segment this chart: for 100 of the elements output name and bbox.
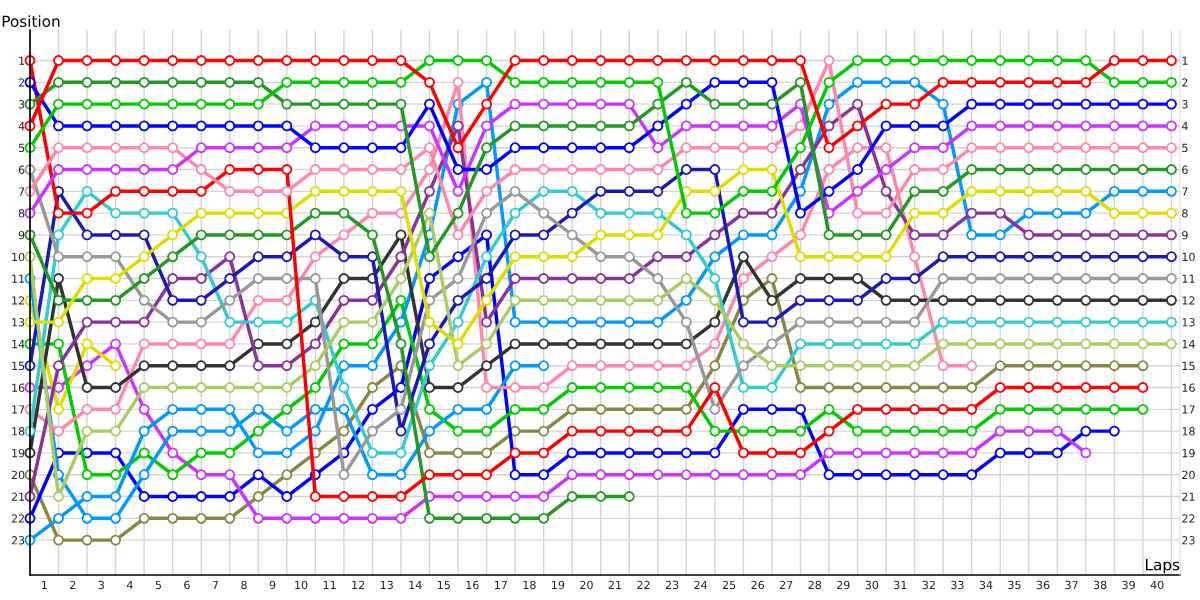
point (252, 251, 264, 263)
point (481, 382, 492, 393)
point (652, 316, 664, 328)
point (1023, 403, 1035, 415)
point (852, 382, 863, 393)
point (281, 512, 293, 524)
point (823, 120, 835, 132)
point (452, 316, 464, 328)
point (1166, 316, 1177, 328)
point (509, 294, 521, 306)
point (1051, 120, 1063, 132)
point (53, 120, 64, 132)
y2-tick-label: 14 (1182, 340, 1195, 349)
point (966, 338, 978, 350)
point (1166, 294, 1177, 306)
point (852, 338, 863, 350)
point (1023, 294, 1035, 306)
point (680, 76, 692, 88)
point (709, 98, 721, 110)
y-tick-label: 5 (18, 143, 25, 153)
point (309, 120, 321, 132)
point (1051, 338, 1063, 350)
y-tick-label: 14 (12, 340, 25, 349)
point (224, 382, 236, 393)
point (623, 360, 635, 372)
point (709, 316, 721, 328)
point (595, 185, 607, 197)
point (53, 425, 64, 437)
point (53, 207, 64, 219)
point (1166, 338, 1177, 350)
point (252, 360, 264, 372)
y-tick-label: 23 (11, 536, 25, 545)
point (1023, 447, 1035, 459)
point (281, 491, 293, 502)
point (224, 76, 236, 88)
point (852, 55, 863, 66)
point (281, 360, 293, 372)
point (1051, 76, 1063, 88)
point (852, 164, 863, 175)
point (395, 338, 407, 350)
point (53, 76, 64, 88)
point (795, 229, 806, 241)
point (709, 251, 721, 263)
point (138, 207, 150, 219)
point (195, 447, 207, 459)
point (367, 447, 378, 459)
point (338, 207, 350, 219)
point (623, 294, 635, 306)
point (224, 185, 236, 197)
point (81, 469, 93, 481)
x-tick-label: 34 (979, 580, 993, 590)
point (452, 120, 464, 132)
point (309, 382, 321, 393)
y-tick-label: 21 (11, 492, 25, 501)
y2-tick-label: 19 (1182, 448, 1195, 458)
point (538, 447, 550, 459)
point (909, 229, 921, 241)
point (1080, 207, 1092, 219)
point (1080, 382, 1092, 393)
point (338, 55, 350, 66)
point (795, 273, 806, 284)
point (81, 76, 93, 88)
point (53, 229, 64, 241)
point (167, 338, 179, 350)
point (709, 55, 721, 66)
point (252, 185, 264, 197)
point (880, 120, 892, 132)
point (595, 55, 607, 66)
point (110, 185, 122, 197)
point (709, 207, 721, 219)
point (424, 164, 435, 175)
y2-tick-label: 4 (1181, 122, 1188, 131)
point (481, 207, 492, 219)
point (709, 338, 721, 350)
y-tick-label: 15 (12, 361, 25, 371)
point (424, 55, 435, 66)
point (566, 251, 578, 263)
point (138, 338, 150, 350)
point (652, 403, 664, 415)
point (195, 294, 207, 306)
point (1023, 120, 1035, 132)
point (595, 491, 607, 502)
point (966, 229, 978, 241)
point (623, 425, 635, 437)
point (937, 164, 949, 175)
point (852, 469, 863, 481)
point (1051, 164, 1063, 175)
point (766, 360, 778, 372)
point (566, 185, 578, 197)
point (481, 512, 492, 524)
point (595, 273, 607, 284)
x-tick-label: 1 (41, 580, 47, 589)
point (1080, 425, 1092, 437)
point (395, 316, 407, 328)
point (481, 55, 492, 66)
point (909, 273, 921, 284)
point (566, 338, 578, 350)
point (424, 273, 435, 284)
point (110, 338, 122, 350)
x-tick-label: 20 (580, 580, 593, 590)
